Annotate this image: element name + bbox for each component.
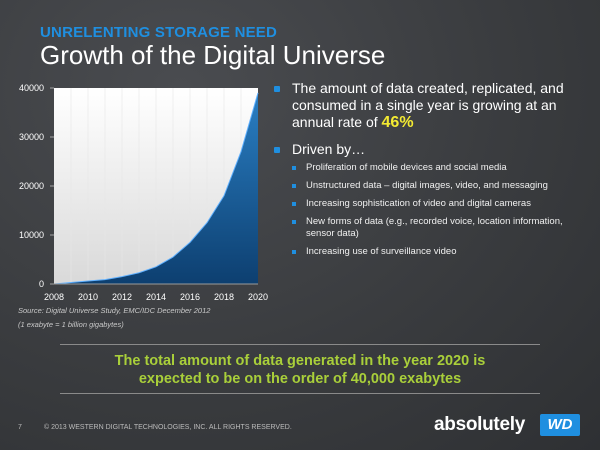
x-tick-label: 2014 — [146, 292, 166, 302]
bullet-marker — [274, 86, 280, 92]
y-tick-label: 30000 — [19, 132, 44, 142]
x-tick-label: 2018 — [214, 292, 234, 302]
sub-bullet-text: Proliferation of mobile devices and soci… — [306, 162, 507, 173]
sub-bullet-text: Unstructured data – digital images, vide… — [306, 180, 548, 191]
sub-bullet-marker — [292, 184, 296, 188]
bullet-driven-by: Driven by… — [274, 141, 584, 158]
callout-line-1: The total amount of data generated in th… — [114, 353, 486, 369]
copyright-notice: © 2013 WESTERN DIGITAL TECHNOLOGIES, INC… — [44, 424, 292, 431]
sub-bullet-item: Increasing use of surveillance video — [292, 246, 584, 258]
x-tick-label: 2010 — [78, 292, 98, 302]
sub-bullet-marker — [292, 250, 296, 254]
x-tick-label: 2016 — [180, 292, 200, 302]
sub-bullet-text: Increasing sophistication of video and d… — [306, 198, 531, 209]
sub-bullet-marker — [292, 202, 296, 206]
sub-bullet-text: New forms of data (e.g., recorded voice,… — [306, 216, 563, 239]
series-area — [54, 92, 258, 285]
y-tick-label: 10000 — [19, 230, 44, 240]
sub-bullet-marker — [292, 166, 296, 170]
sub-bullet-item: Increasing sophistication of video and d… — [292, 198, 584, 210]
sub-bullet-item: Unstructured data – digital images, vide… — [292, 180, 584, 192]
series-line — [53, 92, 259, 285]
chart-source: Source: Digital Universe Study, EMC/IDC … — [18, 306, 211, 315]
brand-wordmark: absolutely — [434, 414, 525, 435]
sub-bullet-text: Increasing use of surveillance video — [306, 246, 457, 257]
bullet-growth-text: The amount of data created, replicated, … — [292, 80, 564, 130]
x-tick-label: 2012 — [112, 292, 132, 302]
page-number: 7 — [18, 424, 22, 431]
callout-line-2: expected to be on the order of 40,000 ex… — [138, 371, 462, 387]
y-tick-label: 40000 — [19, 83, 44, 93]
bullet-list: The amount of data created, replicated, … — [274, 80, 584, 264]
sub-bullet-list: Proliferation of mobile devices and soci… — [292, 162, 584, 258]
x-tick-label: 2020 — [248, 292, 268, 302]
slide-title: Growth of the Digital Universe — [40, 40, 386, 70]
callout-box: The total amount of data generated in th… — [60, 352, 540, 388]
y-tick-label: 20000 — [19, 181, 44, 191]
bullet-marker — [274, 147, 280, 153]
wd-logo-badge: WD — [540, 414, 580, 436]
bullet-driven-text: Driven by… — [292, 141, 366, 157]
sub-bullet-item: Proliferation of mobile devices and soci… — [292, 162, 584, 174]
growth-area-chart: 0 10000 20000 30000 40000 2008 2010 2012 2014 201… — [19, 83, 268, 302]
unit-note: (1 exabyte = 1 billion gigabytes) — [18, 320, 124, 329]
callout-bottom-rule — [60, 393, 540, 394]
slide-kicker: UNRELENTING STORAGE NEED — [40, 24, 278, 41]
growth-rate-highlight: 46% — [381, 114, 414, 131]
y-tick-label: 0 — [39, 279, 44, 289]
sub-bullet-item: New forms of data (e.g., recorded voice,… — [292, 216, 584, 240]
x-tick-label: 2008 — [44, 292, 64, 302]
callout-top-rule — [60, 344, 540, 345]
sub-bullet-marker — [292, 220, 296, 224]
bullet-growth-rate: The amount of data created, replicated, … — [274, 80, 584, 131]
